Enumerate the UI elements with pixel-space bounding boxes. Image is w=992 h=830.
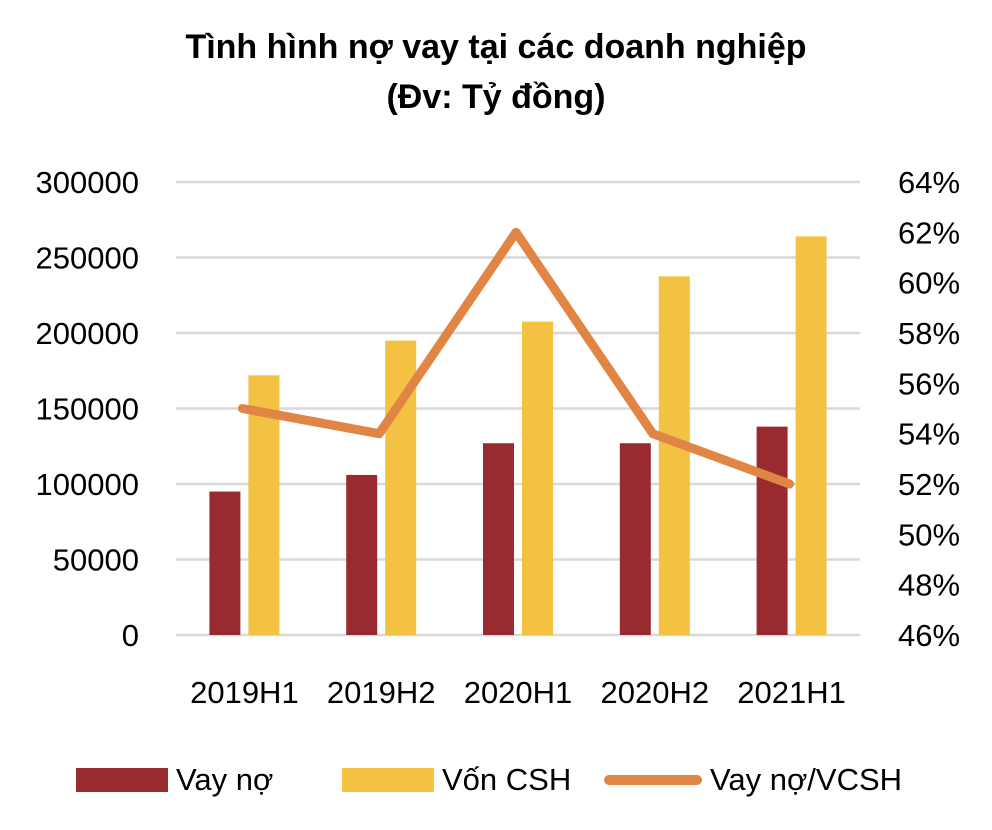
bar-vay-no [346,474,378,635]
right-axis-tick-label: 52% [898,467,960,502]
right-axis-tick-label: 54% [898,417,960,452]
left-axis-tick-label: 100000 [36,467,139,502]
right-axis-tick-label: 50% [898,517,960,552]
x-axis: 2019H1 2019H2 2020H1 2020H2 2021H1 [190,675,846,710]
bar-vay-no [209,491,241,635]
chart-title-line2: (Đv: Tỷ đồng) [386,78,606,116]
right-y-axis: 46% 48% 50% 52% 54% 56% 58% 60% 62% 64% [898,165,960,653]
x-axis-tick-label: 2019H2 [327,675,436,710]
legend-label-ratio: Vay nợ/VCSH [710,762,903,797]
bar-vay-no [756,426,788,635]
right-axis-tick-label: 48% [898,568,960,603]
left-axis-tick-label: 250000 [36,241,139,276]
right-axis-tick-label: 62% [898,215,960,250]
x-axis-tick-label: 2019H1 [190,675,299,710]
bar-vay-no [619,443,651,635]
gridlines [176,180,860,637]
bar-von-csh [658,276,690,635]
ratio-line [237,227,795,489]
legend-label-von-csh: Vốn CSH [442,762,572,797]
legend-item-von-csh: Vốn CSH [342,752,571,808]
right-axis-tick-label: 56% [898,366,960,401]
x-axis-tick-label: 2020H1 [464,675,573,710]
legend-label-vay-no: Vay nợ [176,762,274,797]
legend: Vay nợ Vốn CSH Vay nợ/VCSH [0,752,992,808]
left-y-axis: 0 50000 100000 150000 200000 250000 300000 [36,165,139,653]
left-axis-tick-label: 150000 [36,392,139,427]
legend-swatch-vay-no [76,768,168,792]
legend-item-ratio: Vay nợ/VCSH [604,752,902,808]
chart-title-line1: Tình hình nợ vay tại các doanh nghiệp [185,28,807,66]
legend-item-vay-no: Vay nợ [76,752,273,808]
legend-swatch-von-csh [342,768,434,792]
x-axis-tick-label: 2021H1 [737,675,846,710]
right-axis-tick-label: 64% [898,165,960,200]
x-axis-tick-label: 2020H2 [601,675,710,710]
legend-swatch-ratio-line [604,775,702,785]
bar-von-csh [795,236,827,636]
bar-vay-no [483,443,514,635]
left-axis-tick-label: 200000 [36,316,139,351]
right-axis-tick-label: 46% [898,618,960,653]
left-axis-tick-label: 0 [122,618,139,653]
chart-title: Tình hình nợ vay tại các doanh nghiệp (Đ… [0,22,992,122]
right-axis-tick-label: 60% [898,266,960,301]
bar-series [209,236,827,636]
left-axis-tick-label: 50000 [53,543,139,578]
ratio-line-series [237,227,795,489]
bar-von-csh [522,321,553,635]
left-axis-tick-label: 300000 [36,165,139,200]
right-axis-tick-label: 58% [898,316,960,351]
